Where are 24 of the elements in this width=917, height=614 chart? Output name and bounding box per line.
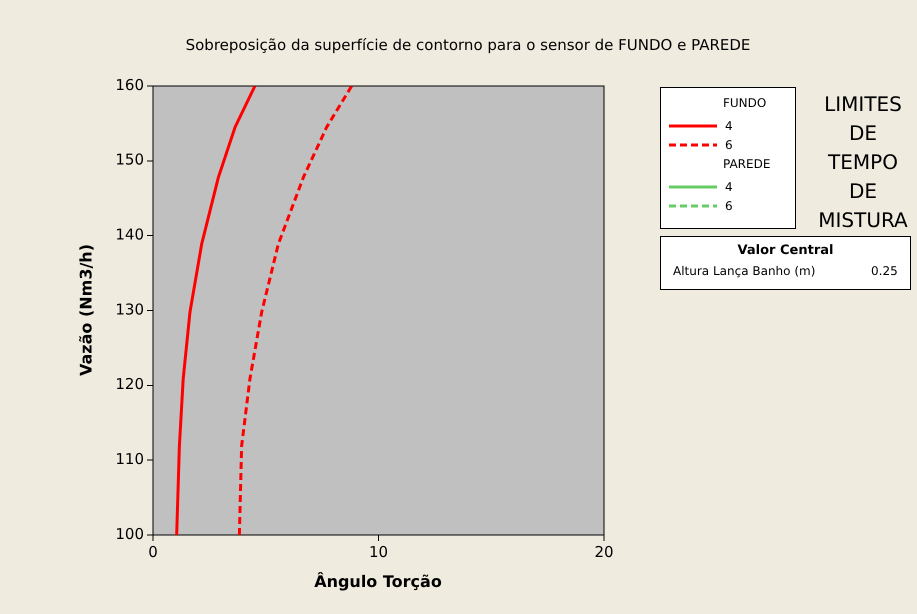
- text: LIMITES DE TEMPO DE MISTURA: [817, 91, 909, 234]
- text: FUNDO: [723, 96, 766, 110]
- legend-label: 6: [725, 138, 733, 152]
- y-tick-label: 160: [115, 76, 144, 94]
- x-tick-label: 0: [148, 542, 158, 561]
- text: 0.25: [871, 264, 898, 278]
- x-tick-label: 20: [594, 542, 614, 561]
- y-tick-label: 130: [115, 300, 144, 318]
- y-axis-title: Vazão (Nm3/h): [76, 244, 96, 376]
- y-tick-label: 150: [115, 150, 144, 169]
- x-axis-title: Ângulo Torção: [314, 572, 442, 591]
- legend-label: 4: [725, 180, 733, 194]
- line-series: [238, 86, 354, 535]
- legend-label: 6: [725, 199, 733, 213]
- text: Altura Lança Banho (m): [673, 264, 816, 278]
- y-tick-label: 110: [115, 450, 144, 468]
- y-tick-label: 140: [115, 226, 144, 244]
- legend-label: 4: [725, 119, 733, 133]
- y-tick-label: 100: [115, 524, 144, 543]
- text: PAREDE: [723, 157, 770, 171]
- text: Valor Central: [738, 243, 834, 258]
- chart-title: Sobreposição da superfície de contorno para o sensor de FUNDO e PAREDE: [186, 36, 750, 54]
- y-tick-label: 120: [115, 375, 144, 394]
- x-tick-label: 10: [368, 542, 388, 561]
